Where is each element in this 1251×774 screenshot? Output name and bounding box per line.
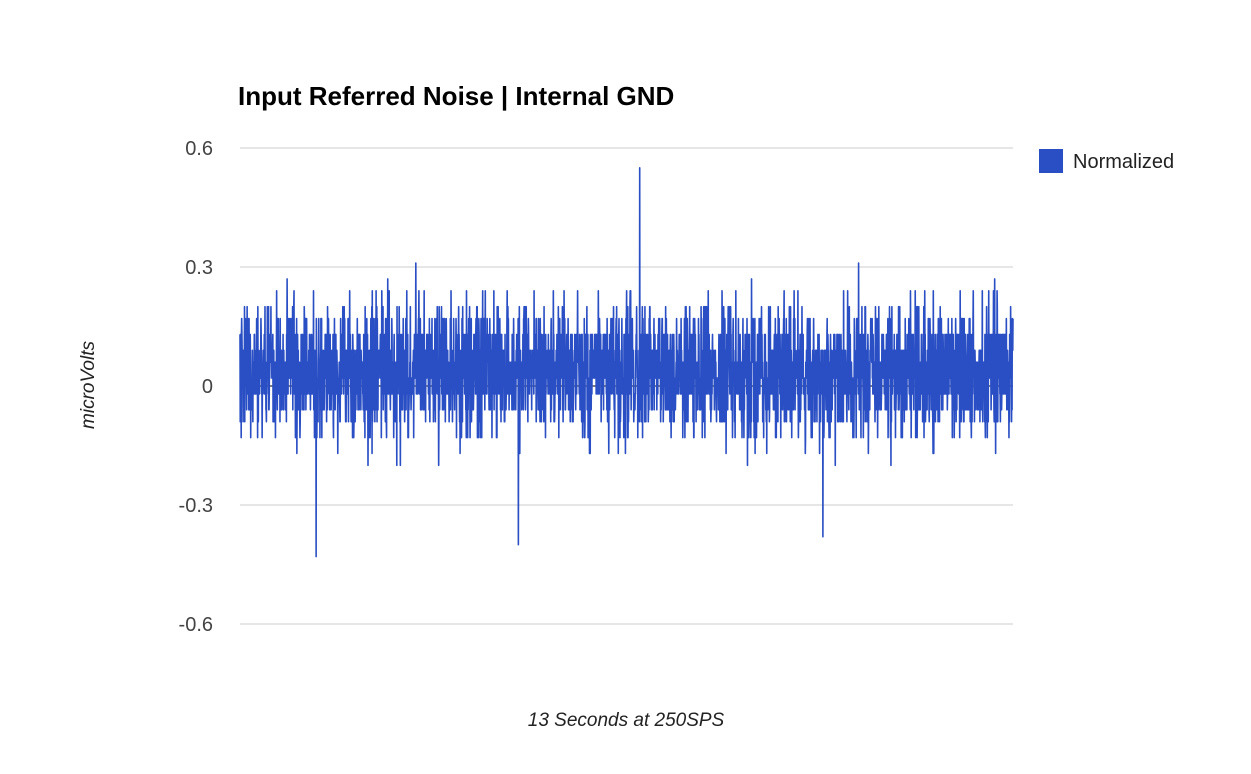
- series-layer: [239, 167, 1014, 558]
- legend-label: Normalized: [1073, 151, 1174, 173]
- x-axis-label: 13 Seconds at 250SPS: [528, 710, 725, 731]
- y-tick-label: 0.6: [185, 138, 213, 160]
- legend: Normalized: [1039, 149, 1174, 173]
- legend-swatch: [1039, 149, 1063, 173]
- y-tick-label: 0.3: [185, 257, 213, 279]
- y-tick-label: -0.3: [179, 495, 213, 517]
- y-tick-label: -0.6: [179, 614, 213, 636]
- y-axis-label: microVolts: [78, 341, 99, 429]
- y-tick-label: 0: [202, 376, 213, 398]
- y-tick-labels: 0.6 0.3 0 -0.3 -0.6: [179, 138, 213, 636]
- series-line-normalized: [239, 167, 1014, 558]
- chart-title: Input Referred Noise | Internal GND: [238, 81, 674, 111]
